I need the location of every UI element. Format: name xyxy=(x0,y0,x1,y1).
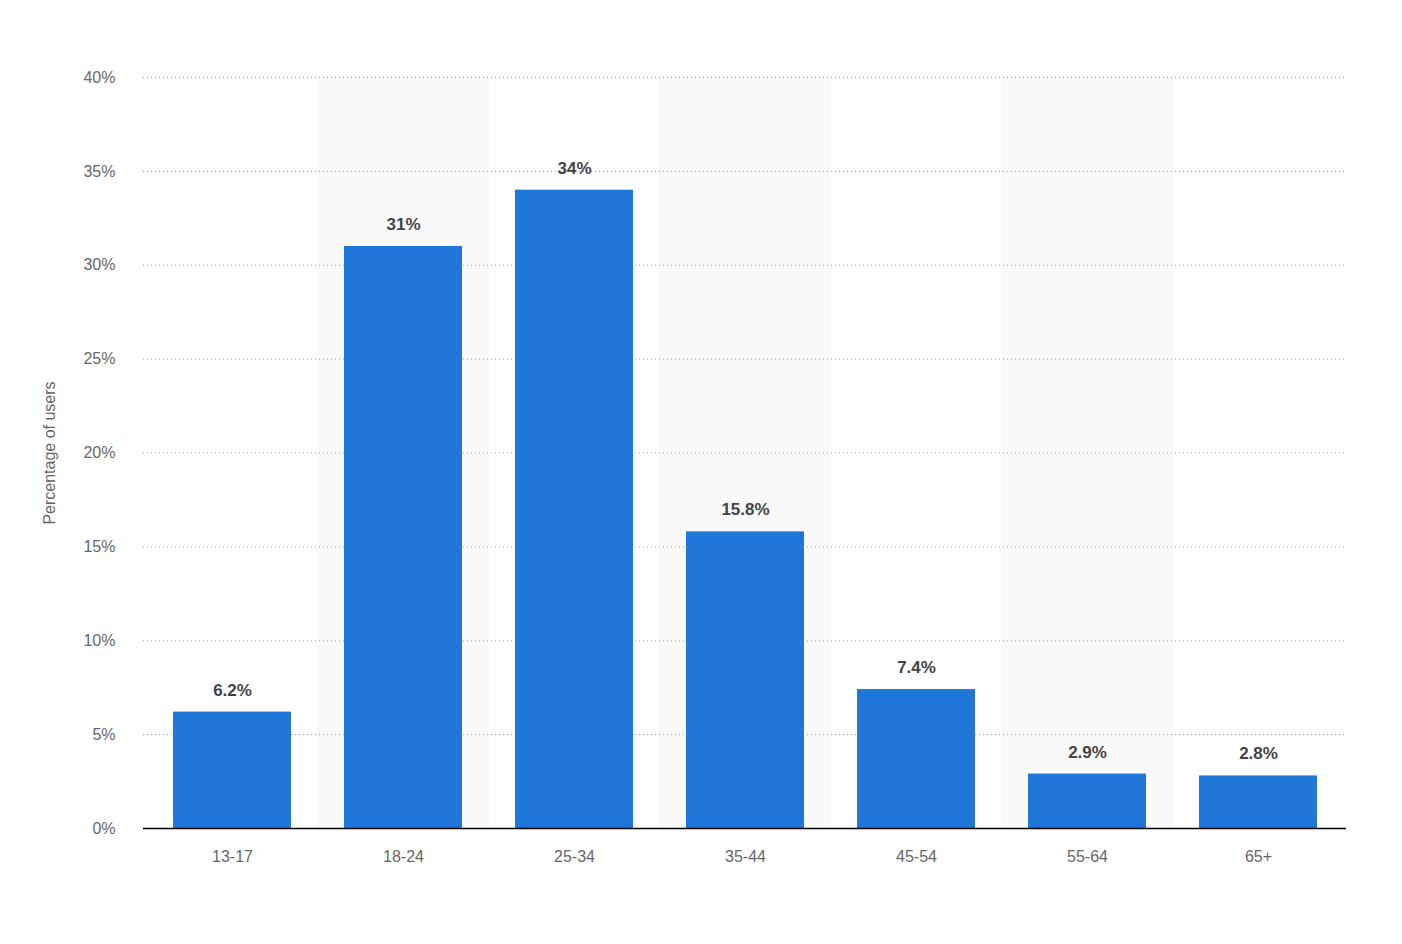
svg-text:65+: 65+ xyxy=(1245,848,1272,865)
svg-text:30%: 30% xyxy=(83,256,115,273)
svg-text:15%: 15% xyxy=(83,538,115,555)
svg-text:6.2%: 6.2% xyxy=(213,681,252,700)
svg-text:2.8%: 2.8% xyxy=(1239,744,1278,763)
svg-text:20%: 20% xyxy=(83,444,115,461)
svg-text:7.4%: 7.4% xyxy=(897,658,936,677)
svg-text:55-64: 55-64 xyxy=(1067,848,1108,865)
svg-text:35-44: 35-44 xyxy=(725,848,766,865)
svg-text:25-34: 25-34 xyxy=(554,848,595,865)
svg-text:0%: 0% xyxy=(92,820,115,837)
svg-text:15.8%: 15.8% xyxy=(721,500,769,519)
svg-text:18-24: 18-24 xyxy=(383,848,424,865)
svg-text:35%: 35% xyxy=(83,162,115,179)
svg-text:25%: 25% xyxy=(83,350,115,367)
svg-text:34%: 34% xyxy=(557,159,591,178)
svg-text:5%: 5% xyxy=(92,726,115,743)
svg-text:Percentage of users: Percentage of users xyxy=(41,381,58,524)
svg-text:31%: 31% xyxy=(386,215,420,234)
svg-text:45-54: 45-54 xyxy=(896,848,937,865)
svg-text:40%: 40% xyxy=(83,69,115,86)
svg-text:10%: 10% xyxy=(83,632,115,649)
svg-text:13-17: 13-17 xyxy=(212,848,253,865)
svg-text:2.9%: 2.9% xyxy=(1068,742,1107,761)
